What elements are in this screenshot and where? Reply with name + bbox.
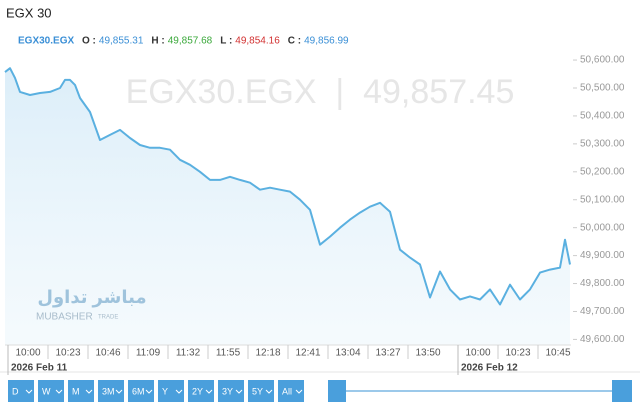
y-tick-label: 50,200.00	[580, 166, 625, 177]
range-button[interactable]: 3Y	[218, 380, 244, 402]
x-tick-label: 10:00	[465, 348, 490, 359]
y-tick-label: 50,400.00	[580, 111, 625, 122]
ohlc-value: 49,855.31	[99, 36, 144, 47]
dropdown-arrow	[115, 389, 123, 394]
ohlc-label: C :	[288, 36, 301, 47]
watermark: EGX30.EGX | 49,857.45	[126, 73, 515, 111]
range-button-bg[interactable]	[188, 380, 214, 402]
scroll-handle-right[interactable]	[612, 380, 632, 402]
range-button-label[interactable]: Y	[162, 386, 168, 396]
x-tick-label: 10:45	[545, 348, 570, 359]
x-tick-label: 13:04	[335, 348, 360, 359]
range-button[interactable]: M	[68, 380, 94, 402]
range-button[interactable]: Y	[158, 380, 184, 402]
x-tick-label: 11:09	[136, 348, 161, 359]
range-button-bg[interactable]	[68, 380, 94, 402]
y-tick-label: 49,700.00	[580, 306, 625, 317]
logo-name: MUBASHER	[36, 312, 93, 323]
y-tick-label: 50,100.00	[580, 194, 625, 205]
chart-title: EGX 30	[6, 5, 52, 20]
dropdown-arrow	[235, 389, 243, 394]
x-tick-label: 10:23	[55, 348, 80, 359]
range-button-bg[interactable]	[158, 380, 184, 402]
ohlc-label: O :	[82, 36, 96, 47]
symbol: EGX30.EGX	[18, 36, 74, 47]
range-button-bg[interactable]	[38, 380, 64, 402]
range-button[interactable]: W	[38, 380, 64, 402]
range-button-bg[interactable]	[8, 380, 34, 402]
range-button-label[interactable]: All	[282, 386, 292, 396]
x-tick-label: 11:55	[216, 348, 241, 359]
range-button-label[interactable]: 6M	[132, 386, 145, 396]
y-tick-label: 49,900.00	[580, 250, 625, 261]
ohlc-value: 49,856.99	[304, 36, 349, 47]
x-tick-label: 10:00	[15, 348, 40, 359]
dropdown-arrow	[145, 389, 153, 394]
range-button[interactable]: D	[8, 380, 34, 402]
range-button-label[interactable]: 3M	[102, 386, 115, 396]
x-tick-label: 13:50	[415, 348, 440, 359]
dropdown-arrow	[205, 389, 213, 394]
range-button[interactable]: 6M	[128, 380, 154, 402]
range-button-label[interactable]: 3Y	[222, 386, 233, 396]
y-tick-label: 49,600.00	[580, 334, 625, 345]
scroll-handle-left[interactable]	[328, 380, 346, 402]
x-tick-label: 13:27	[375, 348, 400, 359]
range-button-label[interactable]: 5Y	[252, 386, 263, 396]
dropdown-arrow	[55, 389, 63, 394]
logo-arabic: مباشر تداول	[37, 287, 146, 308]
range-button-label[interactable]: M	[72, 386, 80, 396]
range-button-bg[interactable]	[98, 380, 124, 402]
x-tick-label: 10:23	[505, 348, 530, 359]
date-label: 2026 Feb 12	[461, 363, 518, 374]
ohlc-label: L :	[220, 36, 232, 47]
area	[5, 68, 570, 345]
range-button-label[interactable]: D	[12, 386, 19, 396]
ohlc-label: H :	[151, 36, 164, 47]
y-tick-label: 50,300.00	[580, 139, 625, 150]
dropdown-arrow	[265, 389, 273, 394]
y-tick-label: 50,600.00	[580, 55, 625, 66]
range-button-bg[interactable]	[248, 380, 274, 402]
y-tick-label: 50,000.00	[580, 222, 625, 233]
range-button-bg[interactable]	[278, 380, 304, 402]
x-tick-label: 10:46	[95, 348, 120, 359]
range-button[interactable]: 5Y	[248, 380, 274, 402]
price-line	[4, 67, 571, 306]
range-button-label[interactable]: 2Y	[192, 386, 203, 396]
dropdown-arrow	[25, 389, 33, 394]
dropdown-arrow	[85, 389, 93, 394]
range-button-bg[interactable]	[128, 380, 154, 402]
range-button[interactable]: 2Y	[188, 380, 214, 402]
date-label: 2026 Feb 11	[11, 363, 68, 374]
ohlc-value: 49,854.16	[235, 36, 280, 47]
dropdown-arrow	[295, 389, 303, 394]
range-button[interactable]: 3M	[98, 380, 124, 402]
y-tick-label: 50,500.00	[580, 83, 625, 94]
x-tick-label: 12:18	[255, 348, 280, 359]
x-tick-label: 12:41	[295, 348, 320, 359]
dropdown-arrow	[175, 389, 183, 394]
y-tick-label: 49,800.00	[580, 278, 625, 289]
range-button-label[interactable]: W	[42, 386, 51, 396]
range-button[interactable]: All	[278, 380, 304, 402]
logo-sub: TRADE	[98, 315, 118, 321]
ohlc-value: 49,857.68	[168, 36, 213, 47]
range-button-bg[interactable]	[218, 380, 244, 402]
x-tick-label: 11:32	[176, 348, 201, 359]
